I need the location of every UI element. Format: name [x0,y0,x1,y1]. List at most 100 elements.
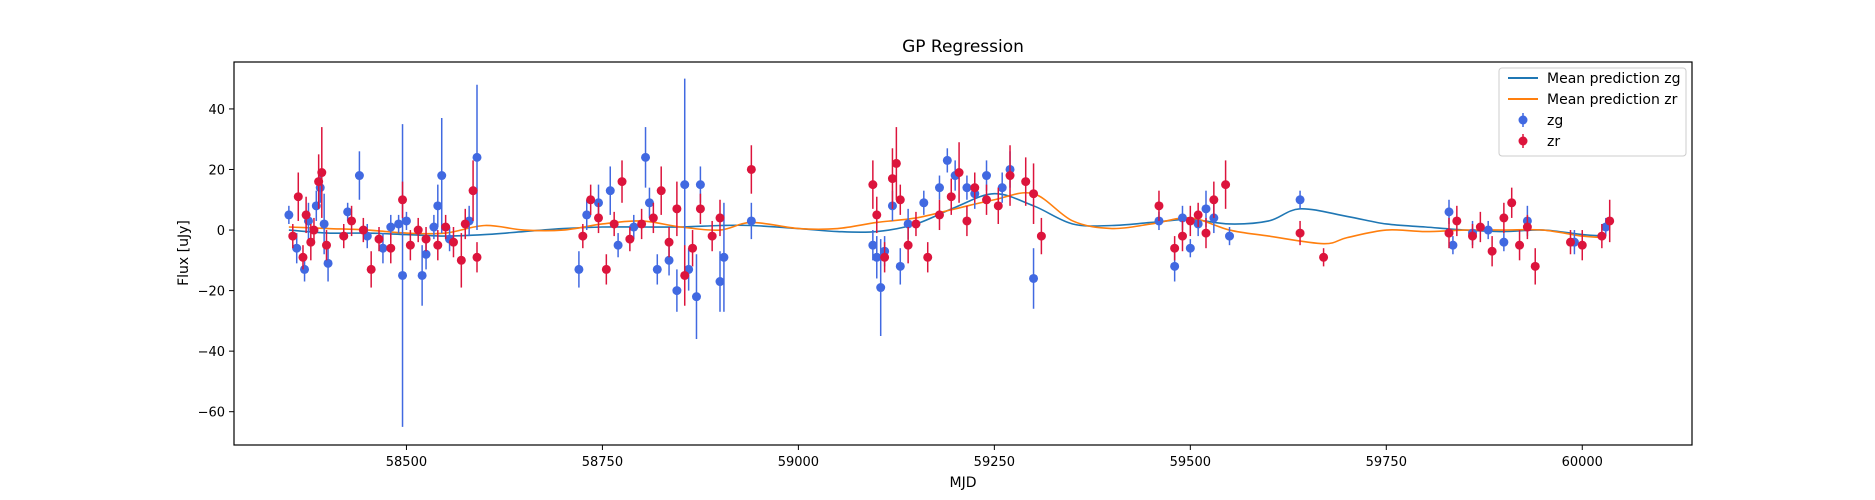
data-point [300,264,310,274]
data-point [1021,177,1031,187]
data-point [1177,231,1187,241]
x-tick-label: 58500 [386,455,427,470]
data-point [456,255,466,265]
data-point [394,219,404,229]
data-point [672,286,682,296]
x-tick-label: 60000 [1562,455,1603,470]
data-point [672,204,682,214]
series-points-zr [288,127,1615,306]
y-tick-label: 0 [217,224,225,239]
data-point [433,240,443,250]
data-point [648,213,658,223]
data-point [578,231,588,241]
data-point [1597,231,1607,241]
y-axis: −60 −40 −20 0 20 40 [198,103,234,421]
data-point [1185,216,1195,226]
data-point [895,195,905,205]
data-point [1029,189,1039,199]
data-point [1170,261,1180,271]
data-point [876,283,886,293]
y-tick-label: −60 [198,406,225,421]
data-point [288,231,298,241]
series-line-mean-prediction-zr [288,192,1606,245]
data-point [284,210,294,220]
data-point [691,292,701,302]
data-point [680,270,690,280]
data-point [1448,240,1458,250]
axes-frame [233,61,1693,446]
data-point [398,195,408,205]
data-point [401,216,411,226]
data-point [605,186,615,196]
data-point [1468,231,1478,241]
x-tick-label: 59500 [1170,455,1211,470]
data-point [1566,237,1575,247]
data-point [625,234,635,244]
data-point [1185,243,1195,253]
data-point [358,225,368,235]
data-point [354,171,364,181]
data-point [343,207,353,217]
data-point [613,240,623,250]
y-tick-label: −20 [198,285,225,300]
data-point [574,264,584,274]
data-point [448,237,458,247]
data-point [398,270,408,280]
data-point [1507,198,1517,208]
y-tick-label: 40 [208,103,225,118]
data-point [946,192,956,202]
data-point [868,240,878,250]
data-point [413,225,423,235]
data-point [652,264,662,274]
data-point [629,222,639,232]
data-point [970,183,980,193]
data-point [460,219,470,229]
data-point [695,204,705,214]
x-tick-label: 58750 [582,455,623,470]
data-point [433,201,443,211]
x-tick-label: 59000 [778,455,819,470]
data-point [954,168,964,178]
legend-box [1498,67,1687,157]
data-point [903,240,913,250]
data-point [293,192,303,202]
data-point [609,219,619,229]
data-point [1225,231,1235,241]
data-point [680,180,690,190]
data-point [1319,252,1329,262]
data-point [1577,240,1587,250]
data-point [887,174,897,184]
data-point [441,222,451,232]
data-point [719,252,729,262]
legend-zr-line-label: Mean prediction zr [1547,92,1678,108]
data-point [1201,204,1211,214]
data-point [347,216,357,226]
data-point [934,210,944,220]
data-point [378,243,388,253]
data-point [311,201,321,211]
data-point [601,264,611,274]
data-point [386,222,396,232]
data-point [1483,225,1493,235]
legend-zr-marker-label: zr [1547,134,1560,150]
y-tick-label: 20 [208,163,225,178]
data-point [1452,216,1462,226]
x-axis-label: MJD [950,475,977,491]
data-point [923,252,933,262]
data-point [911,219,921,229]
legend-zg-line-label: Mean prediction zg [1547,71,1681,87]
data-point [417,270,427,280]
x-tick-label: 59750 [1366,455,1407,470]
data-point [1475,222,1485,232]
data-point [637,219,647,229]
data-point [323,258,333,268]
data-point [641,152,651,162]
series-line-mean-prediction-zg [288,192,1606,237]
data-point [1499,237,1509,247]
data-point [746,216,756,226]
data-point [872,210,882,220]
data-point [314,177,324,187]
data-point [617,177,627,187]
data-point [1005,171,1015,181]
